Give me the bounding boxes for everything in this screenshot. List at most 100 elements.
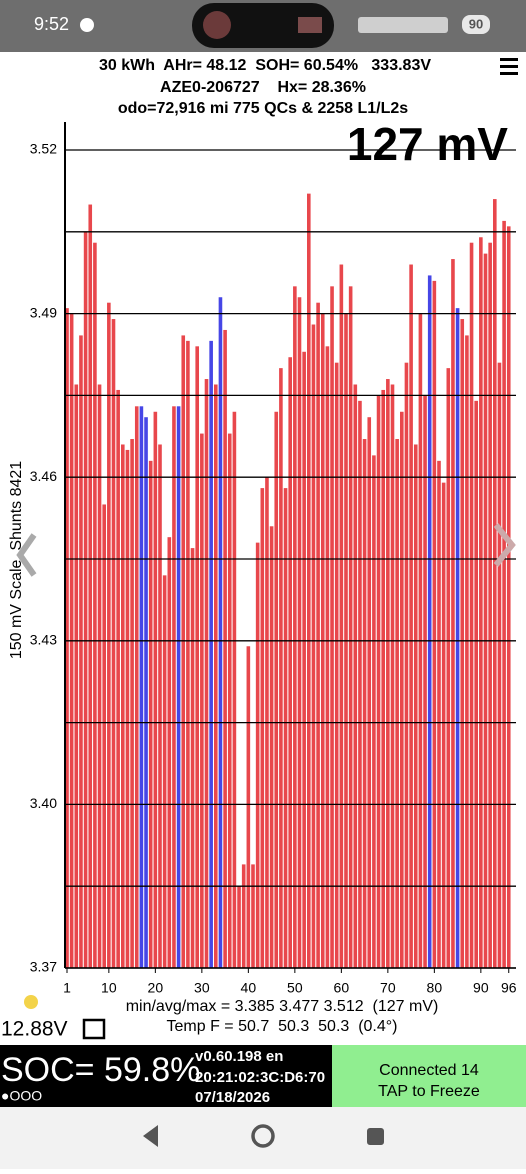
x-tick-label: 96 [501,980,517,996]
x-tick-label: 60 [334,980,350,996]
bar [144,417,148,968]
y-tick-label: 3.49 [30,304,57,320]
bar [111,319,116,968]
audio-icon [298,17,322,33]
bar [186,340,190,968]
freeze-hint: TAP to Freeze [378,1083,480,1100]
bar [148,460,153,968]
aux-voltage: 12.88V [1,1018,68,1041]
header-line: 30 kWh AHr= 48.12 SOH= 60.54% 333.83V [99,57,431,74]
bar [162,575,167,968]
bar [116,389,120,968]
bar [427,275,432,969]
connect-button[interactable] [332,1045,526,1107]
bar [460,319,465,968]
x-tick-label: 40 [241,980,257,996]
next-arrow[interactable] [493,523,516,567]
bar [130,439,134,968]
bar [386,379,390,968]
bar [390,384,395,968]
bar [200,433,204,968]
bar [195,346,199,968]
bar [260,488,265,968]
calendar-icon[interactable] [82,1018,106,1040]
bar [293,286,297,968]
bar [172,406,176,969]
bar [83,231,88,969]
bar [423,395,427,968]
x-tick-label: 1 [63,980,71,996]
x-tick-label: 30 [194,980,210,996]
bar [232,411,237,968]
x-tick-label: 20 [148,980,164,996]
bar [469,242,474,968]
bar [413,444,418,969]
bar [455,308,460,968]
version: v0.60.198 en [195,1048,283,1065]
mac-address: 20:21:02:3C:D6:70 [195,1069,325,1086]
bar [307,193,311,969]
bar [79,335,83,968]
bar [93,242,97,968]
bar [74,384,79,968]
home-button[interactable] [251,1124,275,1148]
bar [362,439,367,968]
bar [446,368,451,969]
bar [274,411,279,968]
header-line: AZE0-206727 Hx= 28.36% [160,79,366,96]
bar [218,297,223,968]
avatar [203,11,231,39]
bar [102,504,106,968]
bar [465,335,469,968]
bar [158,444,162,969]
bar [88,204,93,969]
y-tick-label: 3.37 [30,959,57,975]
bar [358,400,362,968]
app-icon [80,18,94,32]
bar [209,340,213,968]
bar [474,400,478,968]
battery-level: 90 [469,16,483,31]
back-button[interactable] [143,1125,158,1147]
prev-arrow[interactable] [16,533,37,577]
soc-panel [0,1045,332,1107]
menu-button[interactable] [500,58,518,75]
bar [348,286,353,968]
bar [488,242,492,968]
bar [502,220,506,969]
y-tick-label: 3.40 [30,795,57,811]
bar [139,406,144,969]
bar [121,444,125,969]
recents-button[interactable] [367,1128,384,1145]
bar [251,864,255,968]
bar [269,526,274,968]
bar [372,455,376,968]
bar [400,411,404,968]
bar [181,335,186,968]
bar [125,449,130,968]
bulb-icon[interactable] [24,995,38,1009]
bar [395,439,399,968]
chart[interactable]: 1 10 20 30 40 50 60 70 80 90 96 3.37 3.40 3.43 3.46 3.4… [30,122,517,996]
bar [227,433,232,968]
header-line: odo=72,916 mi 775 QCs & 2258 L1/L2s [118,100,408,117]
bar [214,384,218,968]
battery [462,15,490,34]
bar [190,548,195,968]
bar [506,226,511,968]
bar [432,280,437,968]
indicator: ●OOO [1,1088,42,1104]
x-tick-label: 80 [427,980,443,996]
bar [353,384,358,968]
x-tick-label: 10 [101,980,117,996]
spread-annotation: 127 mV [347,118,508,170]
bar [334,362,339,968]
x-tick-label: 70 [380,980,396,996]
y-tick-label: 3.52 [30,141,57,157]
y-axis-label: 150 mV Scale Shunts 8421 [8,461,25,659]
bar [167,537,172,968]
bar [367,417,372,968]
status-icons [358,17,448,33]
bar [246,646,251,968]
